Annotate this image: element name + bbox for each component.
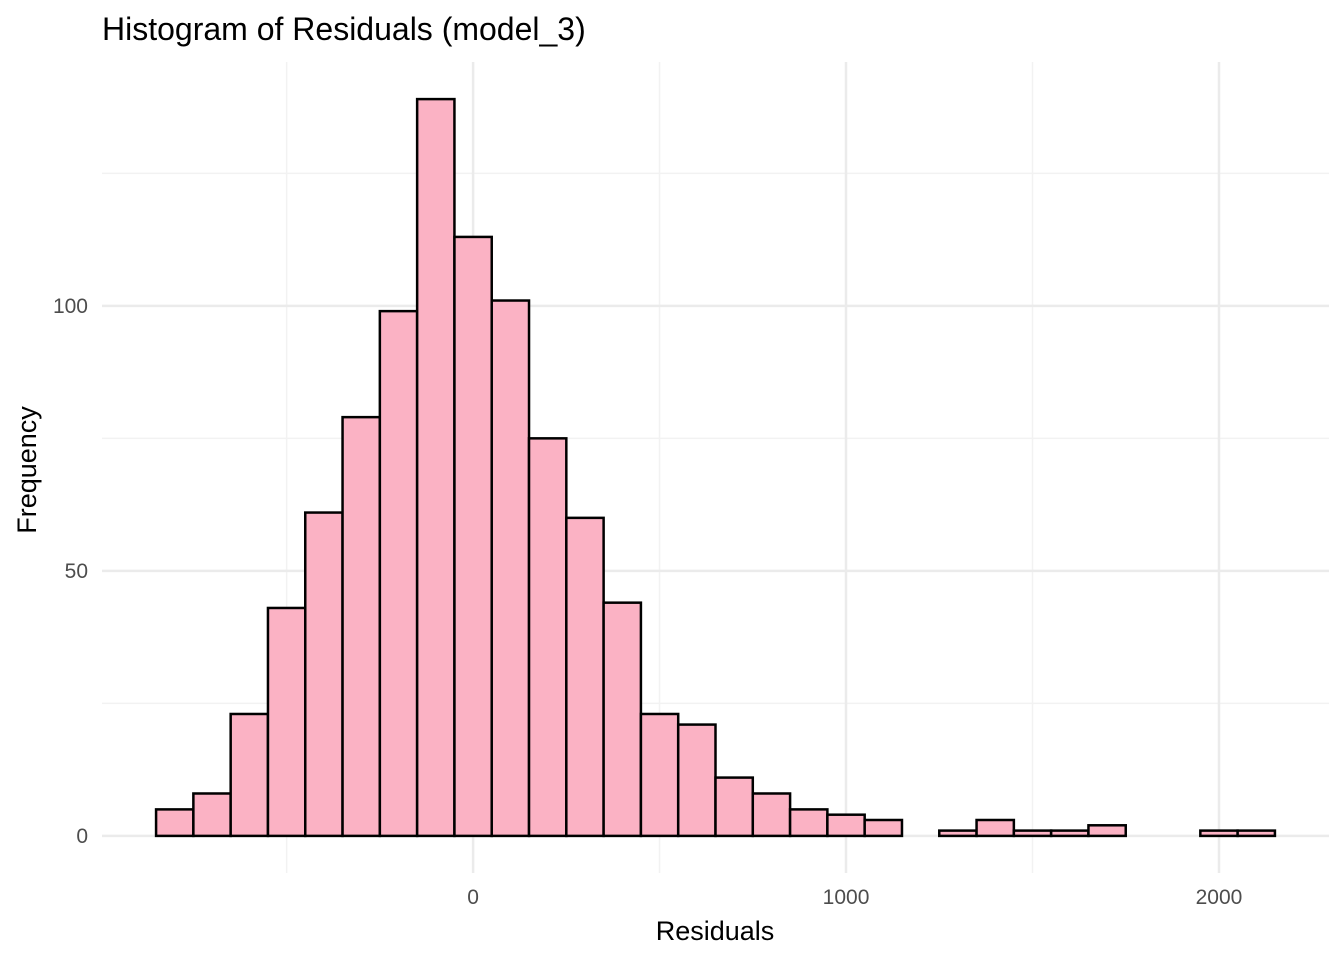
histogram-bar xyxy=(341,415,382,838)
histogram-bar xyxy=(154,808,195,838)
histogram-bar xyxy=(863,818,904,838)
histogram-bar xyxy=(378,309,419,838)
histogram-bar xyxy=(415,97,456,838)
histogram-bar xyxy=(938,829,978,838)
y-tick-label: 0 xyxy=(76,825,88,848)
bars-layer xyxy=(154,97,1277,838)
histogram-bar xyxy=(490,299,531,838)
tick-labels-layer: 0 1000 2000 0 50 100 xyxy=(53,295,1242,909)
x-tick-label: 0 xyxy=(467,886,479,909)
histogram-bar xyxy=(1049,829,1090,838)
histogram-bar xyxy=(304,511,344,838)
histogram-bar xyxy=(1012,829,1053,838)
x-axis-label: Residuals xyxy=(656,916,775,946)
histogram-bar xyxy=(1199,829,1239,838)
y-axis-label: Frequency xyxy=(12,406,42,534)
histogram-bar xyxy=(788,808,829,838)
histogram-bar xyxy=(192,792,232,838)
histogram-bar xyxy=(602,601,643,838)
histogram-bar xyxy=(751,792,792,838)
histogram-bar xyxy=(826,813,866,838)
histogram-bar xyxy=(714,776,755,838)
x-tick-label: 1000 xyxy=(823,886,870,909)
histogram-bar xyxy=(453,235,493,838)
histogram-bar xyxy=(1236,829,1277,838)
histogram-bar xyxy=(975,818,1016,838)
histogram-bar xyxy=(676,723,717,838)
x-tick-label: 2000 xyxy=(1196,886,1243,909)
histogram-bar xyxy=(1087,824,1127,838)
y-tick-label: 50 xyxy=(65,560,88,583)
histogram-bar xyxy=(266,606,307,838)
histogram-bar xyxy=(565,516,605,838)
y-tick-label: 100 xyxy=(53,295,88,318)
chart-title: Histogram of Residuals (model_3) xyxy=(102,11,586,47)
histogram-bar xyxy=(527,437,568,838)
histogram-bar xyxy=(229,712,270,838)
histogram-bar xyxy=(639,712,680,838)
